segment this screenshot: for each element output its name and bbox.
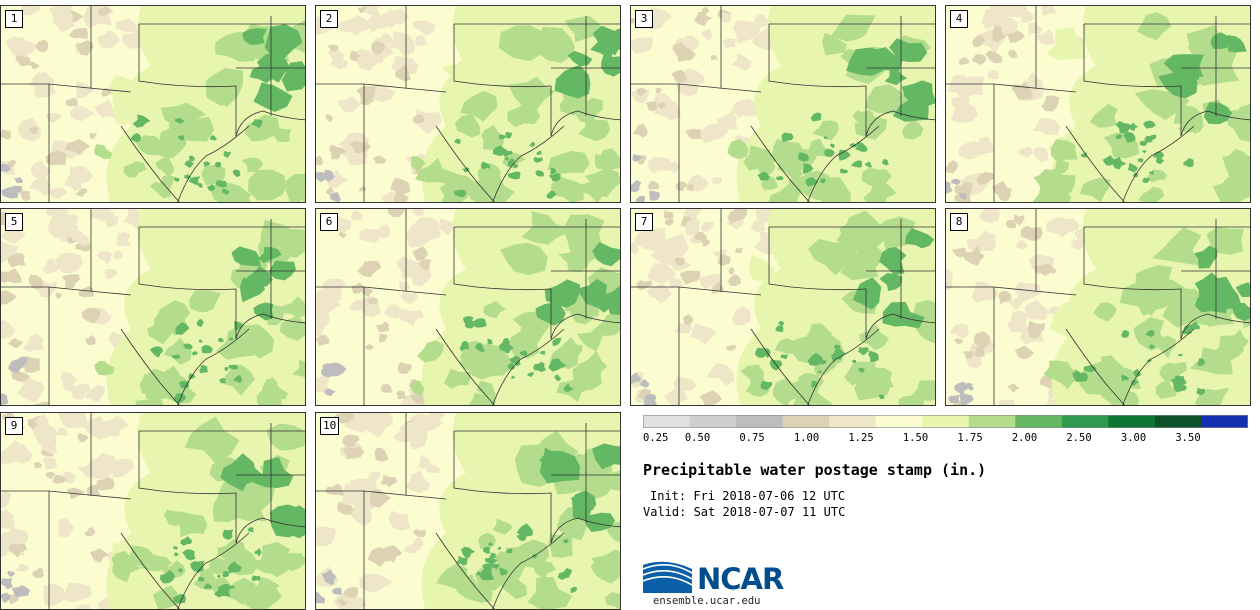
init-time: Init: Fri 2018-07-06 12 UTC bbox=[650, 489, 846, 503]
colorbar-segment bbox=[1201, 415, 1248, 428]
precipitable-water-map bbox=[316, 413, 620, 609]
colorbar-tick-label: 2.00 bbox=[1011, 432, 1038, 444]
colorbar-tick-label: 0.50 bbox=[684, 432, 711, 444]
panel-number: 9 bbox=[5, 417, 23, 435]
postage-stamp-panel: 9 bbox=[0, 412, 306, 610]
panel-number: 10 bbox=[320, 417, 340, 435]
chart-title: Precipitable water postage stamp (in.) bbox=[643, 461, 987, 479]
panel-number: 1 bbox=[5, 10, 23, 28]
precipitable-water-map bbox=[1, 413, 305, 609]
colorbar-segment bbox=[1108, 415, 1156, 428]
ncar-logo-icon bbox=[642, 561, 693, 593]
logo-text: NCAR bbox=[697, 562, 784, 596]
panel-number: 5 bbox=[5, 213, 23, 231]
panel-number: 8 bbox=[950, 213, 968, 231]
postage-stamp-panel: 8 bbox=[945, 208, 1251, 406]
postage-stamp-panel: 1 bbox=[0, 5, 306, 203]
colorbar-segment bbox=[829, 415, 877, 428]
colorbar-segment bbox=[736, 415, 784, 428]
precipitable-water-map bbox=[631, 6, 935, 202]
colorbar-tick-label: 2.50 bbox=[1066, 432, 1092, 444]
postage-stamp-panel: 5 bbox=[0, 208, 306, 406]
colorbar-tick-label: 1.25 bbox=[848, 432, 874, 444]
colorbar-segment bbox=[922, 415, 970, 428]
postage-stamp-panel: 7 bbox=[630, 208, 936, 406]
precipitable-water-map bbox=[1, 6, 305, 202]
precipitable-water-map bbox=[946, 209, 1250, 405]
colorbar-segment bbox=[1154, 415, 1202, 428]
colorbar-segment bbox=[689, 415, 737, 428]
colorbar-labels: 0.25 0.50 0.75 1.00 1.25 1.50 1.75 2.00 2.50 3.00… bbox=[643, 432, 1260, 446]
panel-number: 7 bbox=[635, 213, 653, 231]
panel-number: 6 bbox=[320, 213, 338, 231]
colorbar-segment bbox=[875, 415, 923, 428]
postage-stamp-panel: 4 bbox=[945, 5, 1251, 203]
colorbar bbox=[643, 415, 1248, 428]
site-url: ensemble.ucar.edu bbox=[653, 595, 761, 607]
precipitable-water-map bbox=[946, 6, 1250, 202]
precipitable-water-map bbox=[316, 6, 620, 202]
precipitable-water-map bbox=[631, 209, 935, 405]
colorbar-tick-label: 1.75 bbox=[957, 432, 983, 444]
colorbar-segment bbox=[1061, 415, 1109, 428]
panel-number: 2 bbox=[320, 10, 338, 28]
postage-stamp-panel: 6 bbox=[315, 208, 621, 406]
colorbar-segment bbox=[643, 415, 691, 428]
colorbar-tick-label: 0.75 bbox=[739, 432, 765, 444]
colorbar-segment bbox=[782, 415, 830, 428]
colorbar-tick-label: 0.25 bbox=[643, 432, 669, 444]
colorbar-segment bbox=[1015, 415, 1063, 428]
postage-stamp-panel: 10 bbox=[315, 412, 621, 610]
colorbar-segment bbox=[968, 415, 1016, 428]
colorbar-tick-label: 3.00 bbox=[1120, 432, 1147, 444]
colorbar-tick-label: 1.50 bbox=[902, 432, 929, 444]
postage-stamp-panel: 3 bbox=[630, 5, 936, 203]
precipitable-water-map bbox=[1, 209, 305, 405]
panel-number: 3 bbox=[635, 10, 653, 28]
panel-number: 4 bbox=[950, 10, 968, 28]
precipitable-water-map bbox=[316, 209, 620, 405]
colorbar-tick-label: 3.50 bbox=[1175, 432, 1201, 444]
postage-stamp-panel: 2 bbox=[315, 5, 621, 203]
colorbar-tick-label: 1.00 bbox=[793, 432, 820, 444]
valid-time: Valid: Sat 2018-07-07 11 UTC bbox=[643, 505, 846, 519]
